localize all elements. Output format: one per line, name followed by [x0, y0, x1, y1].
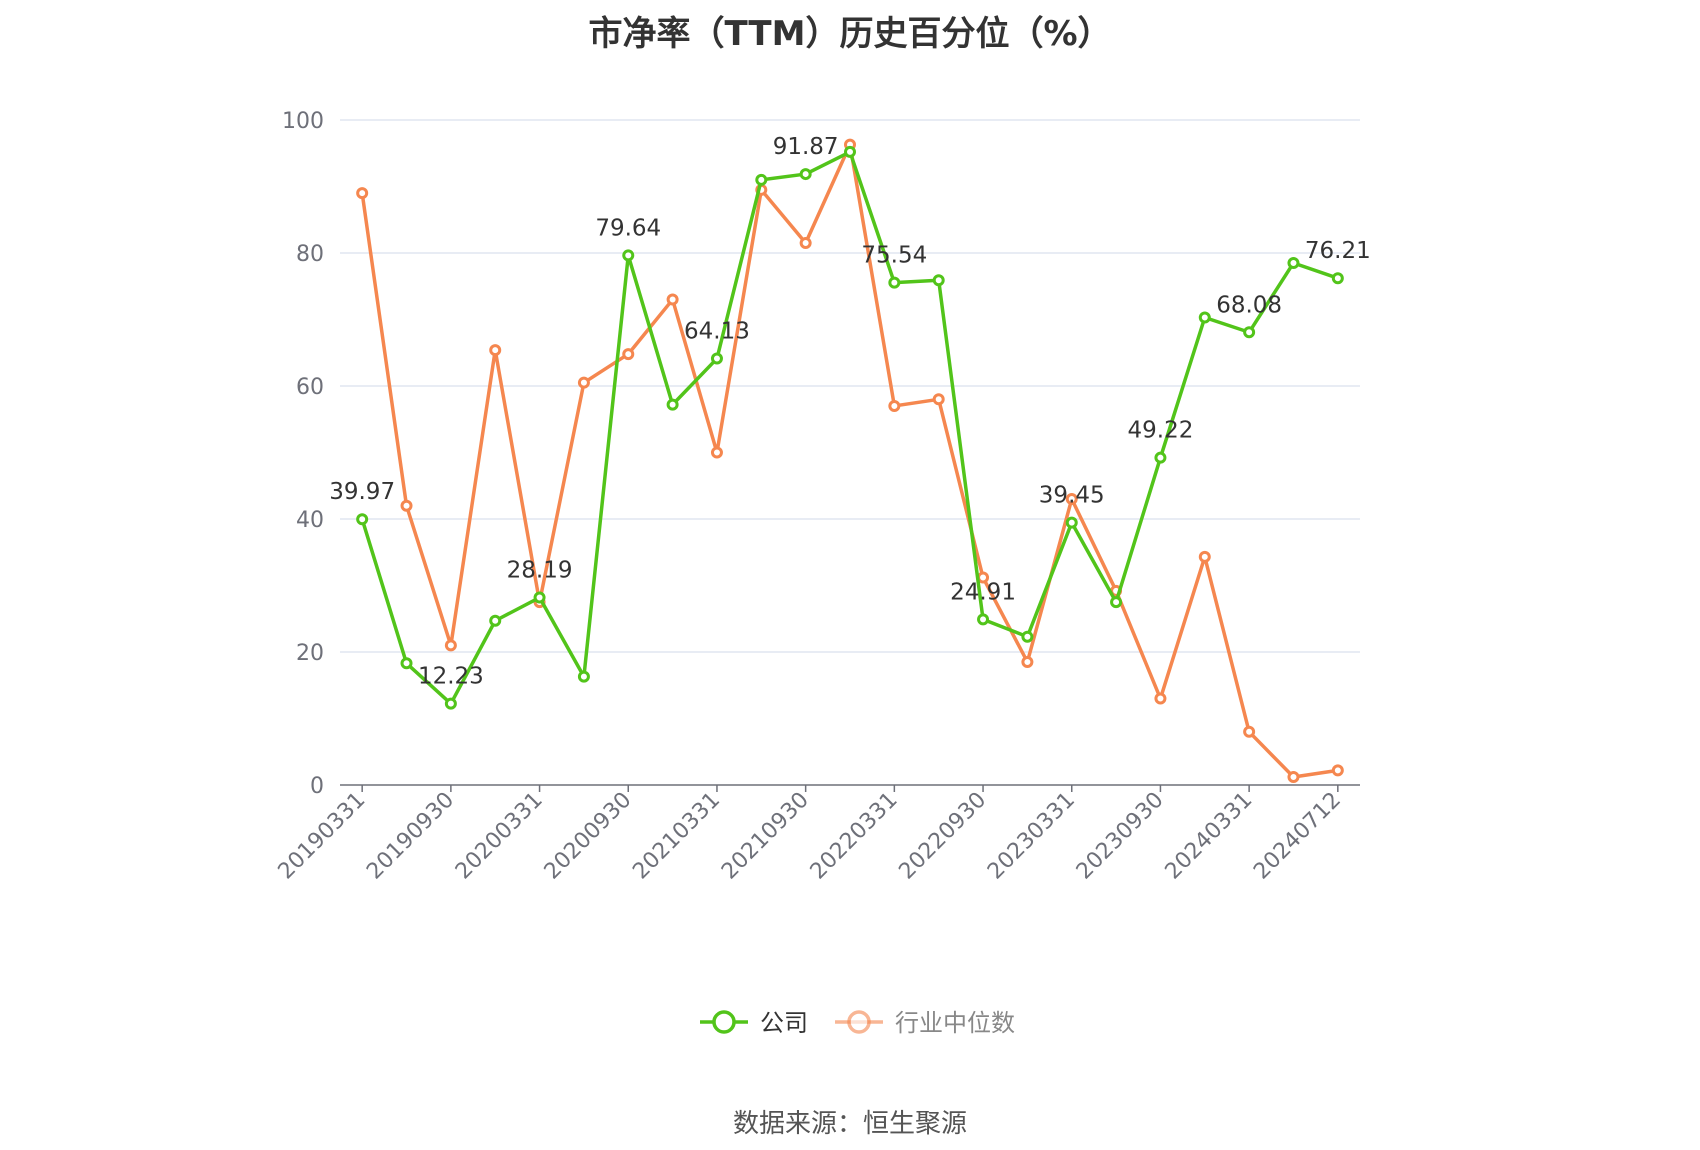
data-label: 28.19	[507, 558, 573, 584]
x-tick-label: 20240712	[1249, 788, 1346, 885]
y-tick-label: 0	[310, 774, 324, 799]
x-tick-label: 20240331	[1161, 788, 1258, 885]
x-tick-label: 20210930	[717, 788, 814, 885]
industry-point	[1287, 771, 1300, 784]
company-point	[400, 657, 413, 670]
company-point	[444, 697, 457, 710]
industry-point	[666, 293, 679, 306]
data-label: 75.54	[861, 243, 927, 269]
data-label: 68.08	[1216, 292, 1282, 318]
company-point	[755, 173, 768, 186]
company-point	[622, 249, 635, 262]
company-point	[1154, 451, 1167, 464]
data-label: 12.23	[418, 664, 484, 690]
legend: 公司 行业中位数	[700, 1009, 1015, 1037]
x-tick-label: 20200930	[540, 788, 637, 885]
data-label: 76.21	[1305, 238, 1371, 264]
y-tick-label: 40	[296, 508, 324, 533]
industry-point	[1331, 764, 1344, 777]
legend-swatch-marker	[712, 1010, 736, 1034]
legend-swatch-marker	[847, 1010, 871, 1034]
x-tick-label: 20190930	[362, 788, 459, 885]
x-tick-label: 20230930	[1072, 788, 1169, 885]
industry-point	[1243, 725, 1256, 738]
x-tick-label: 20210331	[628, 788, 725, 885]
company-point	[356, 513, 369, 526]
grid-lines	[340, 119, 1360, 653]
company-point	[489, 614, 502, 627]
data-label: 39.97	[329, 479, 395, 505]
series-layer	[356, 138, 1344, 784]
company-point	[666, 398, 679, 411]
x-tick-label: 20220331	[806, 788, 903, 885]
industry-point	[489, 344, 502, 357]
company-point	[844, 145, 856, 158]
company-point	[1021, 630, 1034, 643]
industry-point	[400, 499, 413, 512]
company-point	[710, 352, 723, 365]
x-axis: 2019033120190930202003312020093020210331…	[274, 784, 1360, 885]
company-point	[1110, 596, 1123, 609]
data-labels: 39.97 12.23 28.19 79.64 64.13 91.87 75.54 24.91…	[329, 134, 1371, 690]
industry-point	[444, 639, 457, 652]
company-point	[1243, 326, 1256, 339]
y-tick-label: 60	[296, 375, 324, 400]
legend-item-company: 公司	[760, 1009, 808, 1037]
x-tick-label: 20190331	[274, 788, 371, 885]
industry-point	[888, 399, 901, 412]
industry-point	[1198, 550, 1211, 563]
x-tick-label: 20220930	[894, 788, 991, 885]
industry-point	[1065, 493, 1078, 506]
data-label: 39.45	[1039, 483, 1105, 509]
company-point	[577, 670, 590, 683]
industry-line	[360, 142, 1339, 779]
company-point	[977, 613, 990, 626]
data-label: 49.22	[1128, 418, 1194, 444]
chart-title: 市净率（TTM）历史百分位（%）	[588, 14, 1112, 54]
company-point	[888, 276, 901, 289]
data-label: 91.87	[773, 134, 839, 160]
y-tick-label: 80	[296, 242, 324, 267]
industry-point	[356, 187, 369, 200]
company-point	[932, 274, 945, 287]
legend-item-industry: 行业中位数	[895, 1009, 1015, 1037]
company-point	[1287, 256, 1300, 269]
company-point	[799, 168, 812, 181]
industry-point	[577, 376, 590, 389]
industry-point	[799, 237, 812, 250]
company-point	[1065, 516, 1078, 529]
y-tick-label: 20	[296, 641, 324, 666]
x-tick-label: 20200331	[451, 788, 548, 885]
data-label: 24.91	[950, 579, 1016, 605]
company-point	[1198, 311, 1211, 324]
y-axis: 0 20 40 60 80 100	[282, 109, 324, 799]
company-point	[1331, 272, 1344, 285]
industry-point	[1154, 692, 1167, 705]
data-label: 79.64	[595, 215, 661, 241]
company-point	[533, 591, 546, 604]
x-tick-label: 20230331	[983, 788, 1080, 885]
industry-point	[622, 348, 635, 361]
industry-point	[710, 446, 723, 459]
y-tick-label: 100	[282, 109, 324, 134]
industry-point	[1021, 655, 1034, 668]
data-label: 64.13	[684, 319, 750, 345]
data-source: 数据来源：恒生聚源	[732, 1109, 967, 1139]
industry-point	[932, 393, 945, 406]
